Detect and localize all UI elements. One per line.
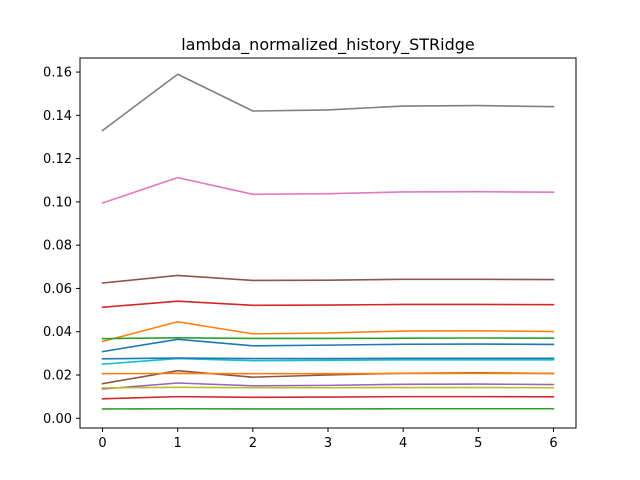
series-line-7: [101, 176, 555, 204]
y-tick-label: 0.14: [43, 109, 72, 124]
series-line-5: [101, 382, 555, 390]
y-tick-label: 0.06: [43, 282, 72, 297]
y-axis: 0.00 0.02 0.04 0.06 0.08 0.10 0.12 0.14 0.16: [43, 66, 80, 427]
series-line-4: [101, 395, 555, 400]
series-line-8: [101, 73, 555, 132]
x-axis: 0 1 2 3 4 5 6: [98, 428, 558, 451]
x-tick-label: 6: [549, 436, 557, 451]
series-line-13: [101, 336, 555, 340]
y-tick-label: 0.00: [43, 412, 72, 427]
x-tick-label: 5: [474, 436, 482, 451]
y-tick-label: 0.12: [43, 152, 72, 167]
y-tick-label: 0.02: [43, 368, 72, 383]
y-tick-label: 0.16: [43, 66, 72, 81]
y-tick-label: 0.10: [43, 195, 72, 210]
axes-frame: [79, 57, 577, 429]
x-tick-label: 2: [249, 436, 257, 451]
series-line-14: [101, 300, 555, 309]
series-line-15: [101, 274, 555, 284]
series-line-11: [101, 357, 555, 360]
y-tick-label: 0.08: [43, 239, 72, 254]
x-tick-label: 1: [174, 436, 182, 451]
series-line-1: [101, 338, 555, 353]
series-line-2: [101, 320, 555, 343]
y-tick-label: 0.04: [43, 325, 72, 340]
x-tick-label: 4: [399, 436, 407, 451]
x-tick-label: 3: [324, 436, 332, 451]
series-line-9: [101, 386, 555, 389]
series-layer: [101, 73, 555, 410]
x-tick-label: 0: [98, 436, 106, 451]
chart-title: lambda_normalized_history_STRidge: [181, 35, 475, 55]
